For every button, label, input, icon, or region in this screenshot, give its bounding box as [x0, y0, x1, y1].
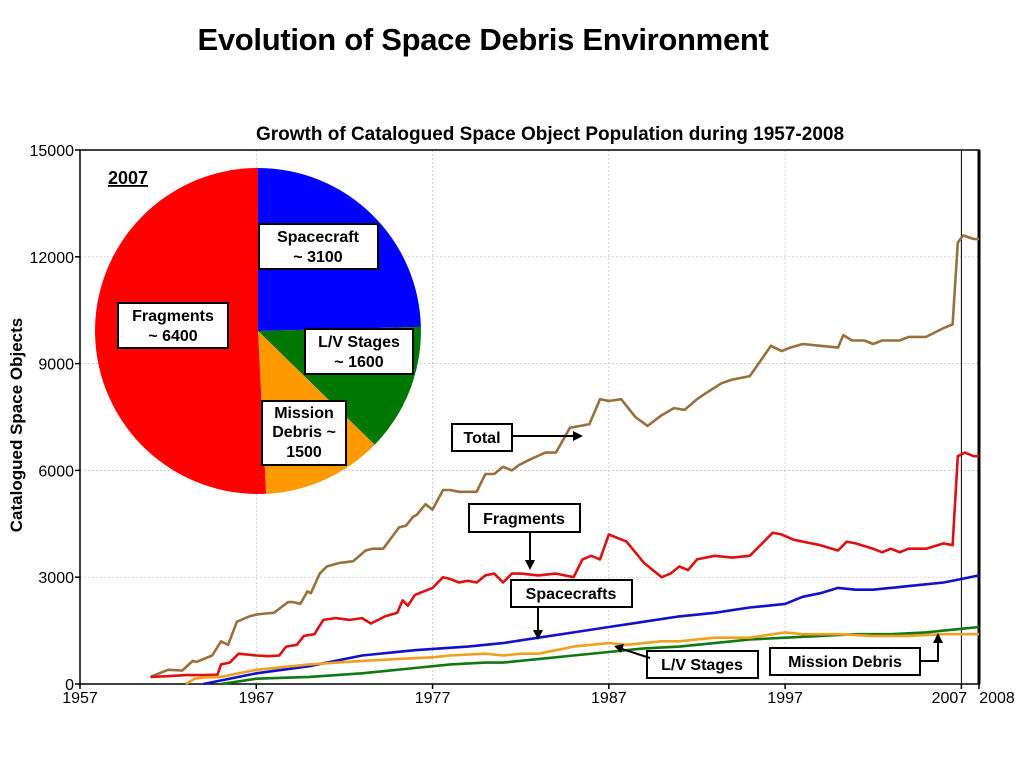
pie-mission-label: Mission	[274, 405, 334, 422]
callout-total: Total	[451, 423, 583, 452]
y-tick-label: 3000	[38, 570, 74, 587]
pie-label-fragments: Fragments ~ 6400	[117, 302, 229, 349]
pie-mission-value: 1500	[286, 444, 322, 461]
series-line-total	[150, 234, 979, 679]
callout-fragments: Fragments	[468, 503, 581, 570]
y-tick-label: 6000	[38, 463, 74, 480]
pie-mission-label2: Debris ~	[272, 424, 336, 441]
axis-ticks: 1957 1967 1977 1987 1997 2007 2008 0 3000 6000 900…	[30, 143, 1015, 707]
x-tick-label: 2008	[979, 690, 1015, 707]
pie-lv-label: L/V Stages	[318, 334, 400, 351]
series-line-mission-debris	[185, 631, 979, 686]
series-line-spacecraft	[203, 574, 980, 686]
pie-fragments-value: ~ 6400	[148, 328, 197, 345]
pie-lv-value: ~ 1600	[334, 354, 383, 371]
callout-fragments-text: Fragments	[483, 511, 565, 528]
y-tick-label: 9000	[38, 357, 74, 374]
pie-year-title: 2007	[108, 168, 148, 188]
chart-title: Growth of Catalogued Space Object Popula…	[256, 124, 844, 145]
pie-label-lv-stages: L/V Stages ~ 1600	[304, 328, 414, 375]
callout-lv-stages-text: L/V Stages	[661, 657, 743, 674]
pie-spacecraft-label: Spacecraft	[277, 229, 359, 246]
series-line-fragments	[150, 451, 979, 679]
callout-spacecrafts: Spacecrafts	[510, 579, 633, 640]
callout-lv-stages: L/V Stages	[614, 644, 759, 679]
y-tick-label: 0	[65, 677, 74, 694]
pie-fragments-label: Fragments	[132, 308, 214, 325]
page-title: Evolution of Space Debris Environment	[197, 22, 769, 57]
y-tick-label: 12000	[30, 250, 75, 267]
x-tick-label: 1997	[767, 690, 803, 707]
pie-label-mission-debris: Mission Debris ~ 1500	[261, 400, 347, 466]
pie-spacecraft-value: ~ 3100	[293, 249, 342, 266]
y-tick-label: 15000	[30, 143, 75, 160]
series-line-lv-stages	[220, 625, 980, 686]
callout-mission-debris-text: Mission Debris	[788, 654, 902, 671]
x-tick-label: 1957	[62, 690, 98, 707]
callout-total-text: Total	[463, 430, 500, 447]
callout-spacecrafts-text: Spacecrafts	[526, 586, 617, 603]
x-tick-label: 1977	[415, 690, 451, 707]
x-tick-label: 1987	[591, 690, 627, 707]
callout-mission-debris: Mission Debris	[769, 633, 943, 676]
x-tick-label: 1967	[238, 690, 274, 707]
y-axis-label: Catalogued Space Objects	[7, 318, 26, 532]
pie-label-spacecraft: Spacecraft ~ 3100	[258, 223, 379, 270]
x-tick-label: 2007	[932, 690, 968, 707]
series-lines	[150, 234, 980, 686]
